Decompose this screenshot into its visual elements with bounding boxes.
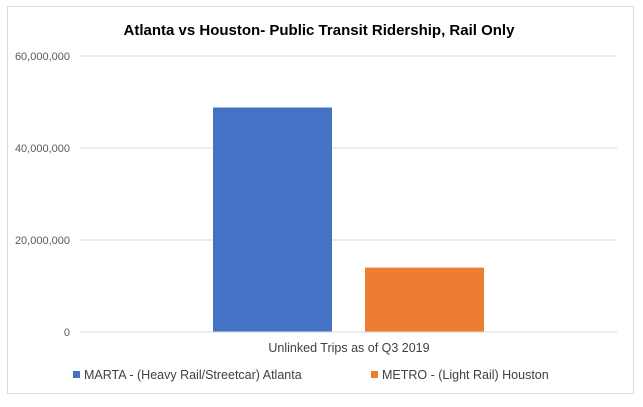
bars (213, 107, 484, 333)
legend-swatch (73, 371, 80, 378)
y-tick-label: 20,000,000 (15, 235, 70, 247)
x-axis-label: Unlinked Trips as of Q3 2019 (268, 341, 429, 355)
legend: MARTA - (Heavy Rail/Streetcar) Atlanta ME… (73, 368, 549, 382)
y-axis-tick-labels: 0 20,000,000 40,000,000 60,000,000 (15, 51, 70, 339)
legend-label: MARTA - (Heavy Rail/Streetcar) Atlanta (84, 368, 302, 382)
chart-title: Atlanta vs Houston- Public Transit Rider… (124, 22, 516, 39)
y-tick-label: 0 (64, 327, 70, 339)
y-tick-label: 40,000,000 (15, 143, 70, 155)
y-tick-label: 60,000,000 (15, 51, 70, 63)
legend-swatch (371, 371, 378, 378)
bar-series-1 (213, 107, 332, 333)
legend-label: METRO - (Light Rail) Houston (382, 368, 549, 382)
bar-series-2 (365, 267, 484, 332)
gridlines (80, 55, 617, 241)
